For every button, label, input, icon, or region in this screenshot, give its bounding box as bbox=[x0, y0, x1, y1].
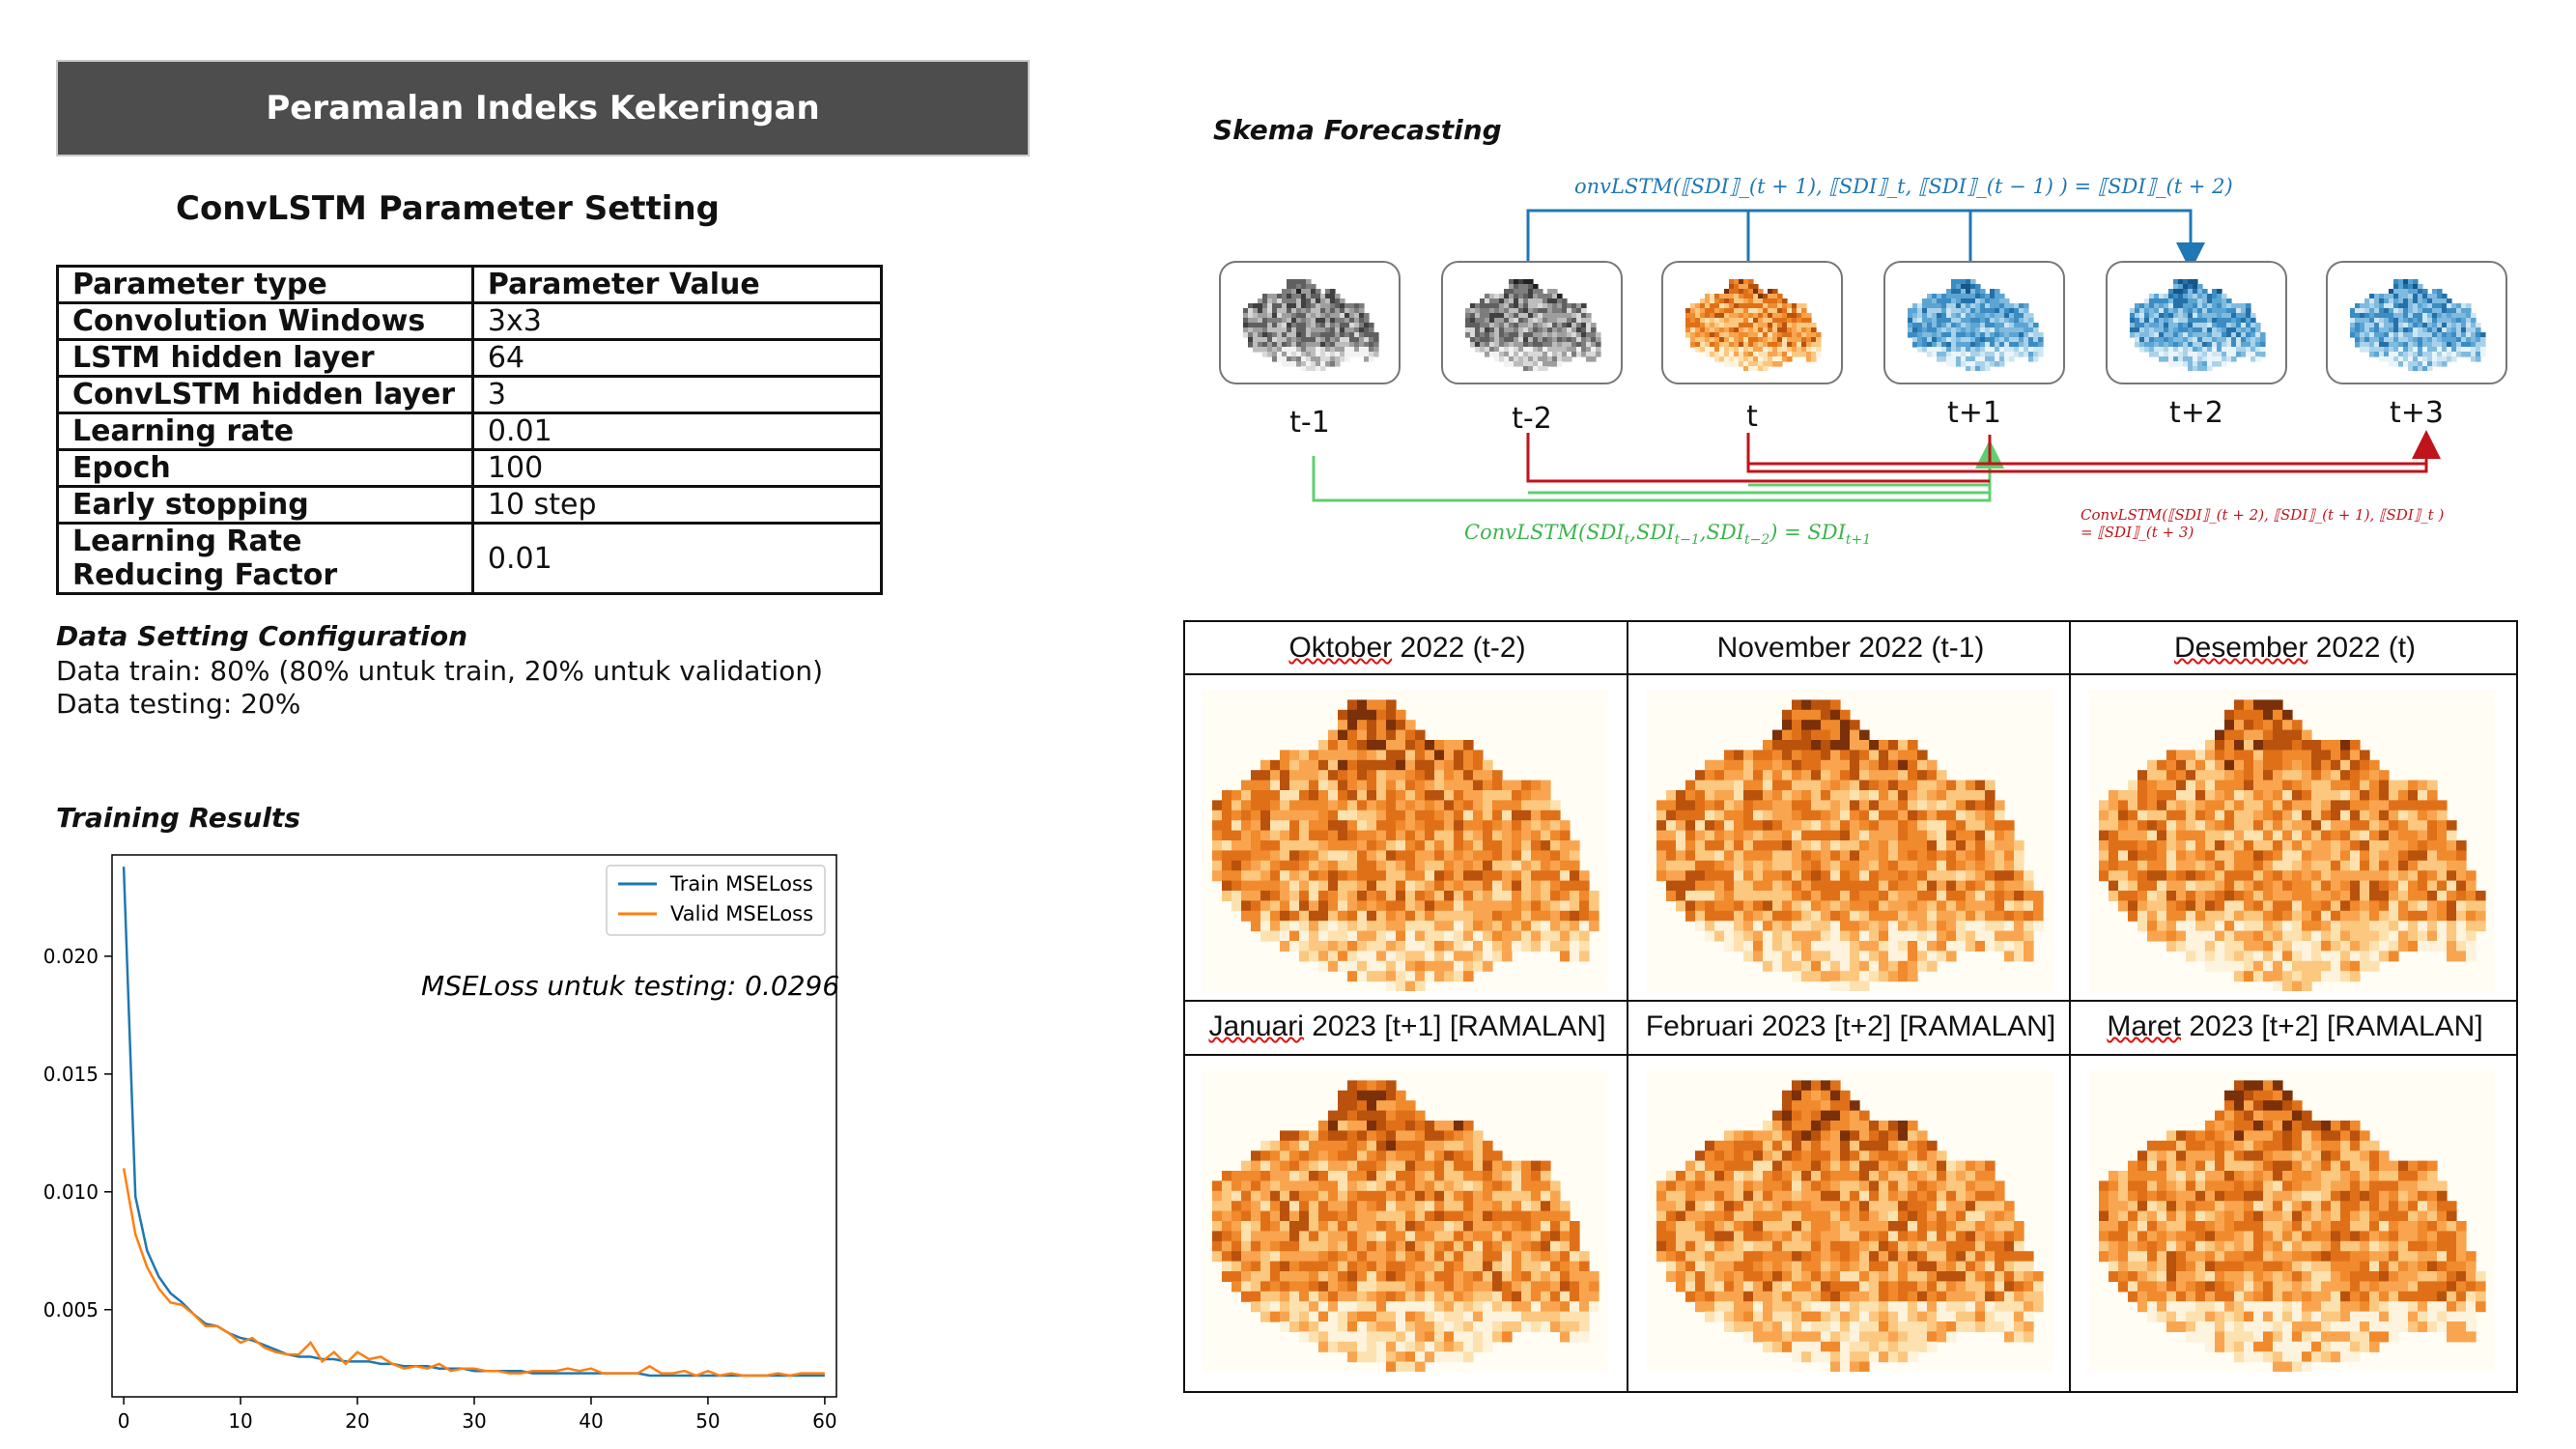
param-name: Learning Rate Reducing Factor bbox=[56, 522, 474, 595]
series-lines bbox=[122, 867, 825, 1378]
table-row: Learning rate 0.01 bbox=[56, 412, 884, 451]
forecast-map bbox=[1203, 1070, 1608, 1372]
header-parameter-value: Parameter Value bbox=[470, 265, 884, 304]
schema-frame bbox=[1219, 261, 1401, 384]
table-row: Early stopping 10 step bbox=[56, 485, 884, 525]
param-value: 100 bbox=[470, 448, 884, 488]
map-thumbnail bbox=[1685, 279, 1822, 371]
x-tick-label: 20 bbox=[345, 1409, 369, 1433]
table-row: Epoch 100 bbox=[56, 448, 884, 488]
parameter-heading: ConvLSTM Parameter Setting bbox=[176, 189, 721, 228]
table-row: ConvLSTM hidden layer 3 bbox=[56, 375, 884, 414]
schema-heading: Skema Forecasting bbox=[1213, 114, 1502, 146]
y-tick-label: 0.010 bbox=[43, 1180, 99, 1204]
header-parameter-type: Parameter type bbox=[56, 265, 474, 304]
y-axis: 0.005 0.010 0.015 0.020 bbox=[43, 945, 112, 1321]
param-name: ConvLSTM hidden layer bbox=[56, 375, 474, 414]
map-thumbnail bbox=[1465, 279, 1601, 371]
train-loss-line bbox=[122, 867, 825, 1378]
param-name: Early stopping bbox=[56, 485, 474, 525]
green-formula: ConvLSTM(SDIt,SDIt−1,SDIt−2) = SDIt+1 bbox=[1464, 521, 1871, 548]
red-formula-line1: ConvLSTM(⟦SDI⟧_(t + 2), ⟦SDI⟧_(t + 1), ⟦… bbox=[2081, 506, 2444, 524]
red-formula-line2: = ⟦SDI⟧_(t + 3) bbox=[2081, 524, 2194, 541]
table-row: LSTM hidden layer 64 bbox=[56, 338, 884, 378]
red-connector-a bbox=[1526, 433, 1990, 483]
schema-frame-label: t-2 bbox=[1512, 402, 1552, 436]
training-results-heading: Training Results bbox=[56, 802, 300, 834]
chart-legend: Train MSELoss Valid MSELoss bbox=[606, 865, 826, 936]
param-name: Learning rate bbox=[56, 412, 474, 451]
valid-loss-line bbox=[122, 1168, 825, 1378]
forecast-map bbox=[1647, 1070, 2052, 1372]
x-axis: 0 10 20 30 40 50 60 bbox=[118, 1397, 837, 1433]
schema-frame bbox=[2106, 261, 2287, 384]
table-row: Learning Rate Reducing Factor 0.01 bbox=[56, 522, 884, 595]
forecast-map-grid: Oktober 2022 (t-2) November 2022 (t-1) Des… bbox=[1183, 620, 2518, 1393]
map-cell-title: Februari 2023 [t+2] [RAMALAN] bbox=[1645, 1010, 2056, 1042]
grid-lines bbox=[1183, 620, 2518, 1393]
map-thumbnail bbox=[2130, 279, 2266, 371]
schema-frame bbox=[1883, 261, 2065, 384]
map-cell-title: Maret 2023 [t+2] [RAMALAN] bbox=[2107, 1010, 2483, 1042]
table-header-row: Parameter type Parameter Value bbox=[56, 265, 884, 304]
map-thumbnail bbox=[2350, 279, 2486, 371]
x-tick-label: 0 bbox=[118, 1409, 130, 1433]
map-cell-title: Desember 2022 (t) bbox=[2173, 632, 2417, 664]
param-name: Convolution Windows bbox=[56, 301, 474, 341]
y-tick-label: 0.020 bbox=[43, 945, 99, 968]
legend-box bbox=[606, 865, 826, 936]
map-cell-title: November 2022 (t-1) bbox=[1716, 632, 1985, 664]
param-value: 0.01 bbox=[470, 522, 884, 595]
parameter-table: Parameter type Parameter Value Convoluti… bbox=[56, 265, 884, 595]
forecast-map bbox=[1647, 690, 2052, 991]
param-value: 3 bbox=[470, 375, 884, 414]
x-tick-label: 50 bbox=[695, 1409, 720, 1433]
param-name: LSTM hidden layer bbox=[56, 338, 474, 378]
forecast-map bbox=[1203, 690, 1608, 991]
title-banner: Peramalan Indeks Kekeringan bbox=[56, 60, 1030, 156]
param-name: Epoch bbox=[56, 448, 474, 488]
x-tick-label: 40 bbox=[579, 1409, 603, 1433]
schema-frame-label: t+2 bbox=[2169, 396, 2223, 430]
blue-connector bbox=[1526, 209, 2205, 271]
forecast-map bbox=[2089, 690, 2495, 991]
plot-area bbox=[111, 854, 837, 1398]
schema-frame bbox=[1661, 261, 1843, 384]
legend-label-valid: Valid MSELoss bbox=[670, 902, 813, 925]
y-tick-label: 0.015 bbox=[43, 1063, 99, 1086]
map-cell-title: Januari 2023 [t+1] [RAMALAN] bbox=[1208, 1010, 1606, 1042]
map-cell-title: Oktober 2022 (t-2) bbox=[1288, 632, 1526, 664]
map-thumbnail bbox=[1908, 279, 2044, 371]
schema-frame-label: t+1 bbox=[1947, 396, 2001, 430]
schema-frame-label: t-1 bbox=[1289, 406, 1330, 440]
x-tick-label: 10 bbox=[228, 1409, 252, 1433]
map-thumbnail bbox=[1243, 279, 1379, 371]
data-setting-heading: Data Setting Configuration bbox=[56, 620, 468, 652]
top-formula: onvLSTM(⟦SDI⟧_(t + 1), ⟦SDI⟧_t, ⟦SDI⟧_(t… bbox=[1574, 175, 2233, 198]
x-tick-label: 30 bbox=[462, 1409, 486, 1433]
x-tick-label: 60 bbox=[812, 1409, 836, 1433]
loss-chart: 0.005 0.010 0.015 0.020 0 10 20 30 40 50 60 Train… bbox=[43, 854, 839, 1433]
banner-title: Peramalan Indeks Kekeringan bbox=[266, 89, 820, 128]
data-train-text: Data train: 80% (80% untuk train, 20% un… bbox=[56, 655, 824, 687]
y-tick-label: 0.005 bbox=[43, 1298, 99, 1321]
green-connector bbox=[1312, 440, 2004, 502]
forecast-map bbox=[2089, 1070, 2495, 1372]
param-value: 3x3 bbox=[470, 301, 884, 341]
param-value: 10 step bbox=[470, 485, 884, 525]
red-connector-b bbox=[1746, 430, 2441, 473]
param-value: 0.01 bbox=[470, 412, 884, 451]
testing-loss-annotation: MSELoss untuk testing: 0.0296 bbox=[421, 970, 839, 1002]
schema-diagram: onvLSTM(⟦SDI⟧_(t + 1), ⟦SDI⟧_t, ⟦SDI⟧_(t… bbox=[1312, 175, 2444, 548]
table-row: Convolution Windows 3x3 bbox=[56, 301, 884, 341]
data-testing-text: Data testing: 20% bbox=[56, 688, 301, 720]
schema-frame-label: t+3 bbox=[2390, 396, 2444, 430]
schema-frame-label: t bbox=[1746, 400, 1758, 434]
schema-frame bbox=[2326, 261, 2507, 384]
param-value: 64 bbox=[470, 338, 884, 378]
schema-frame bbox=[1441, 261, 1623, 384]
legend-label-train: Train MSELoss bbox=[669, 872, 813, 895]
